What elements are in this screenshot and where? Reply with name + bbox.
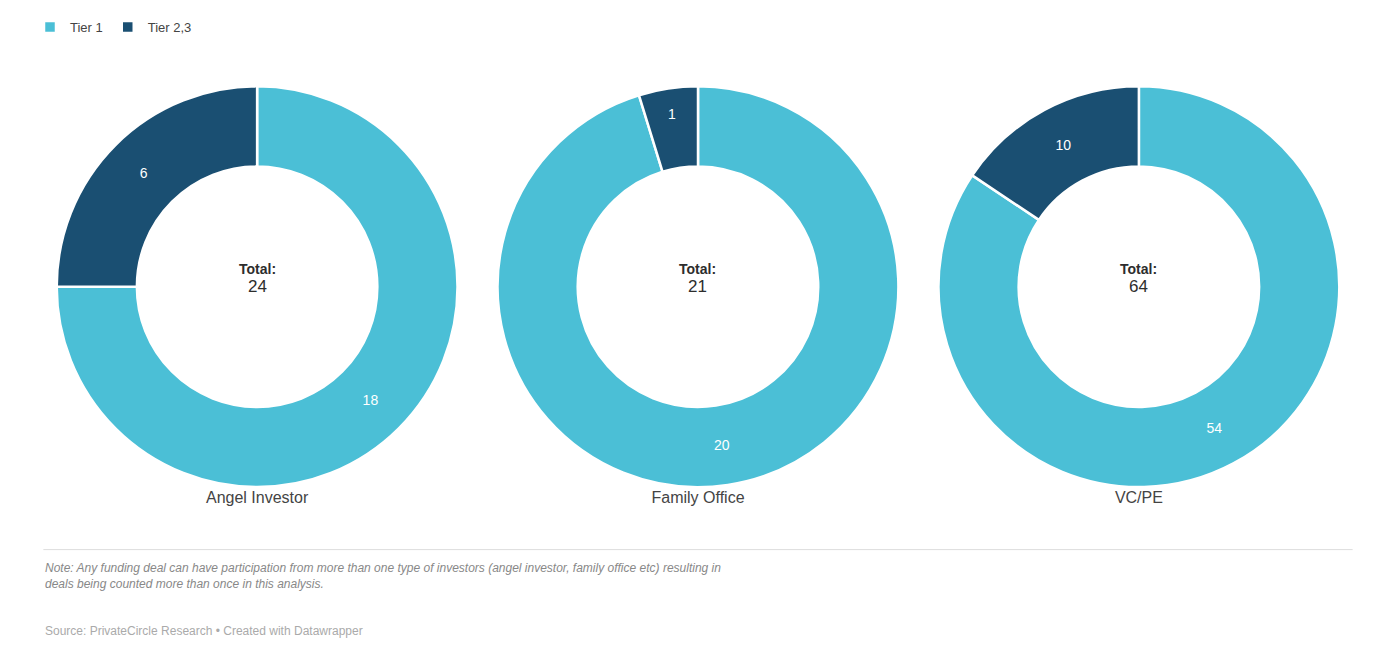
svg-text:Tier 2,3: Tier 2,3 (148, 20, 192, 35)
svg-text:1: 1 (668, 106, 676, 122)
svg-text:10: 10 (1055, 137, 1071, 153)
svg-text:54: 54 (1207, 420, 1223, 436)
svg-text:Total:21: Total:21 (679, 261, 716, 296)
svg-text:18: 18 (363, 392, 379, 408)
svg-text:Family Office: Family Office (651, 489, 744, 506)
svg-text:Angel Investor: Angel Investor (206, 489, 309, 506)
svg-text:VC/PE: VC/PE (1115, 489, 1163, 506)
svg-text:Tier 1: Tier 1 (70, 20, 103, 35)
svg-text:Source: PrivateCircle Research: Source: PrivateCircle Research • Created… (45, 624, 363, 638)
svg-text:Total:64: Total:64 (1120, 261, 1157, 296)
svg-text:20: 20 (714, 437, 730, 453)
svg-text:Note: Any funding deal can hav: Note: Any funding deal can have particip… (45, 561, 721, 591)
svg-text:6: 6 (140, 165, 148, 181)
svg-text:Total:24: Total:24 (239, 261, 276, 296)
